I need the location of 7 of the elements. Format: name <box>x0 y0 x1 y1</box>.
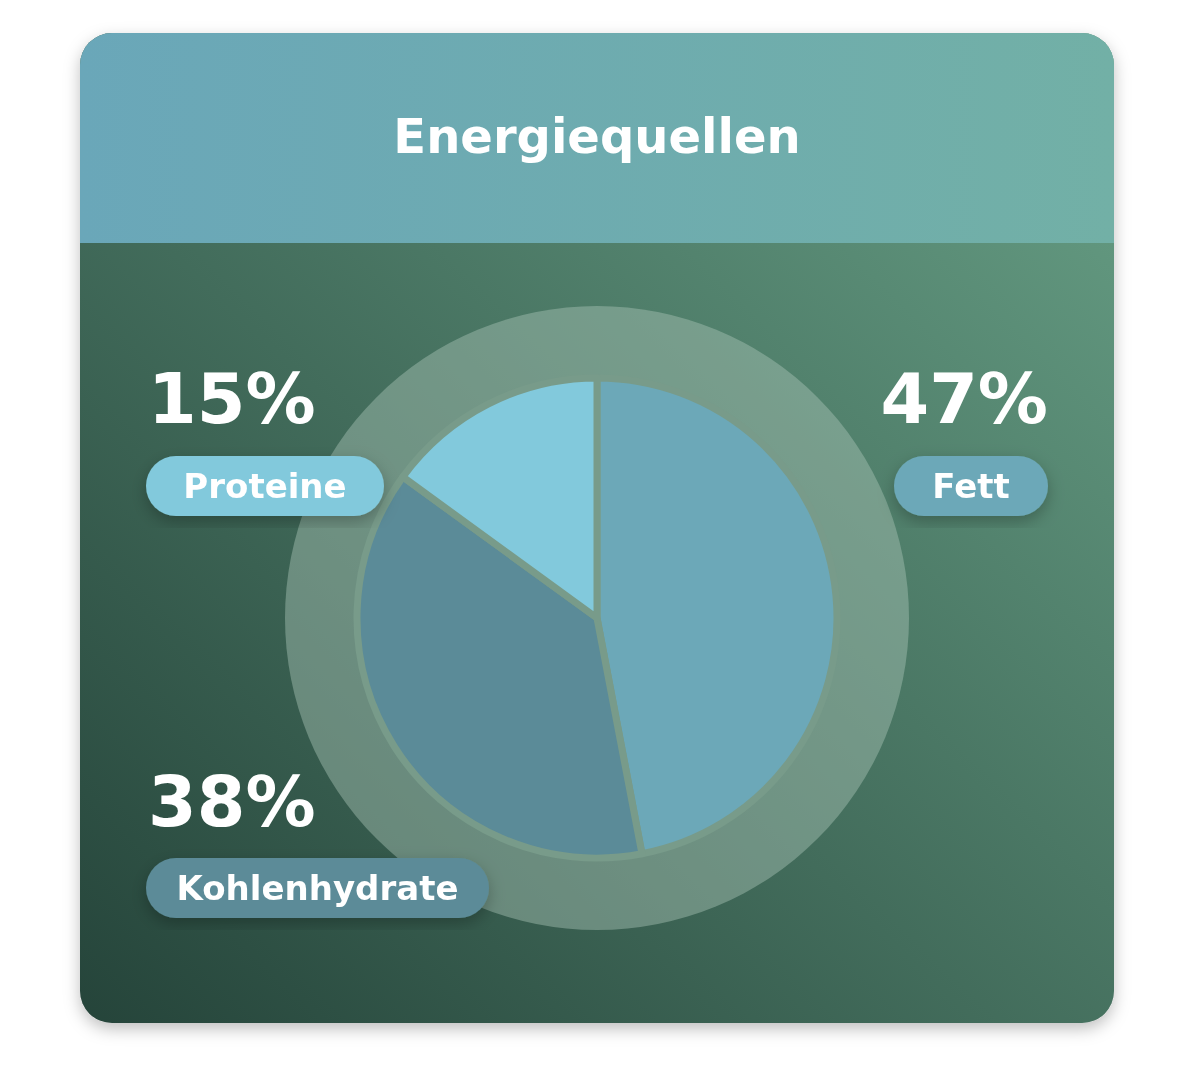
slice-label: Proteine <box>183 466 347 506</box>
slice-label: Fett <box>932 466 1010 506</box>
chart-title: Energiequellen <box>393 108 801 164</box>
slice-label: Kohlenhydrate <box>176 868 459 908</box>
data-label: 15% <box>148 358 316 440</box>
data-label: 38% <box>148 761 316 843</box>
data-label: 47% <box>880 358 1048 440</box>
